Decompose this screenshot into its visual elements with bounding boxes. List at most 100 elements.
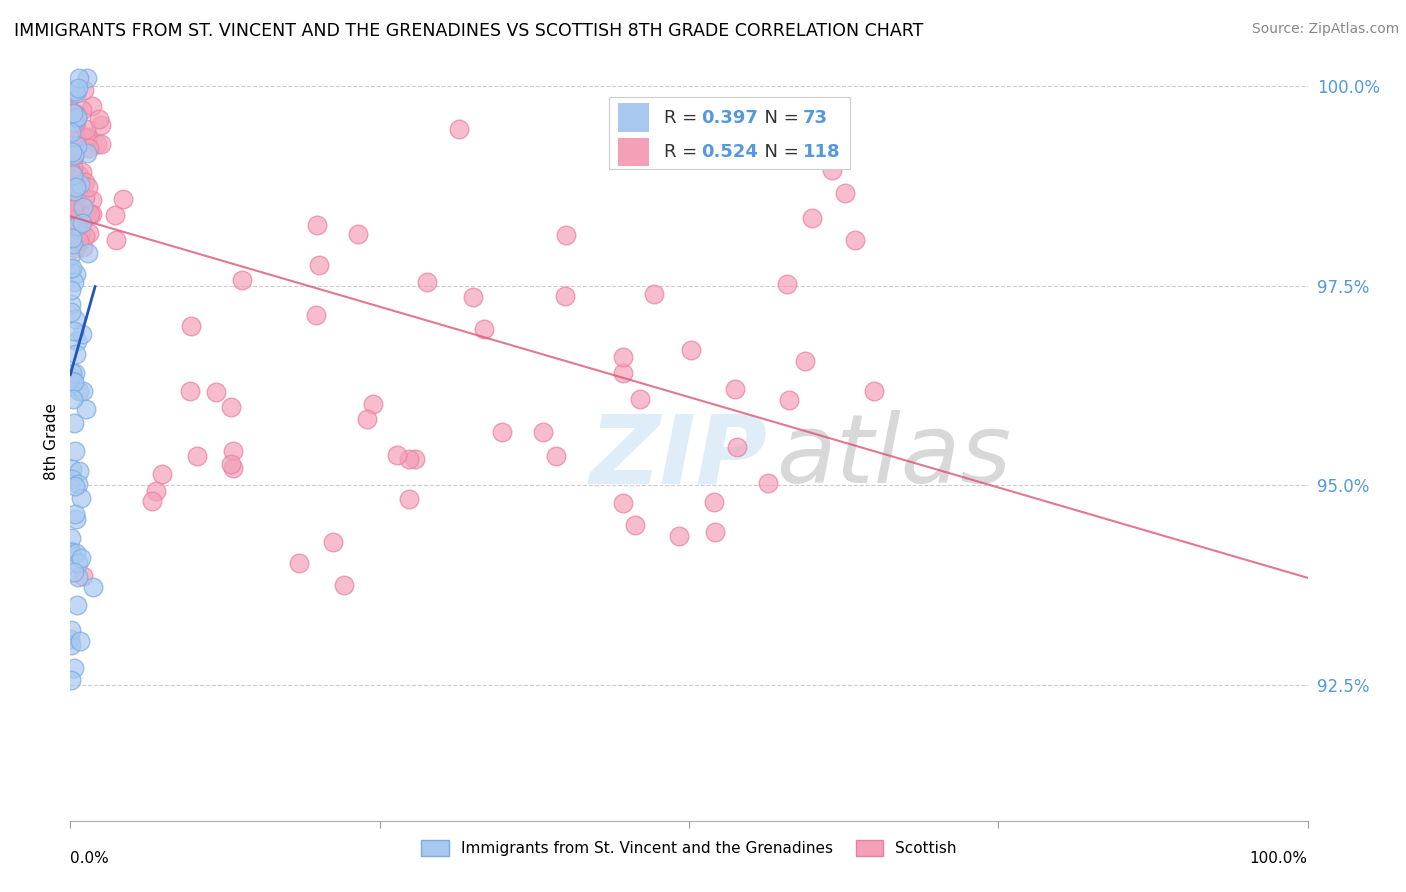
Text: R =: R =	[664, 109, 703, 127]
Point	[63, 116, 86, 130]
Point	[361, 397, 384, 411]
Point	[73, 189, 96, 203]
Point	[59, 379, 82, 393]
Point	[59, 180, 82, 194]
FancyBboxPatch shape	[619, 103, 650, 132]
Point	[60, 297, 83, 311]
Point	[62, 148, 84, 162]
Point	[59, 261, 82, 276]
Point	[60, 462, 83, 476]
Point	[59, 545, 82, 559]
Text: 73: 73	[803, 109, 828, 127]
Point	[385, 448, 408, 462]
Point	[62, 147, 84, 161]
Point	[222, 461, 245, 475]
Point	[67, 71, 90, 86]
Y-axis label: 8th Grade: 8th Grade	[44, 403, 59, 480]
Point	[356, 411, 378, 425]
Point	[65, 180, 87, 194]
Point	[180, 319, 202, 334]
Point	[776, 277, 799, 291]
Point	[66, 199, 89, 213]
Point	[90, 118, 112, 132]
Point	[77, 246, 100, 260]
Point	[66, 110, 89, 124]
Point	[416, 275, 439, 289]
Point	[77, 130, 100, 145]
Point	[612, 496, 634, 510]
Point	[67, 168, 90, 182]
Point	[70, 327, 93, 342]
Point	[305, 308, 328, 322]
Text: IMMIGRANTS FROM ST. VINCENT AND THE GRENADINES VS SCOTTISH 8TH GRADE CORRELATION: IMMIGRANTS FROM ST. VINCENT AND THE GREN…	[14, 22, 924, 40]
Point	[62, 661, 84, 675]
Point	[60, 638, 83, 652]
Point	[62, 376, 84, 390]
Point	[112, 193, 135, 207]
Point	[62, 392, 84, 406]
Point	[65, 112, 87, 126]
Point	[59, 106, 82, 120]
Point	[62, 168, 84, 182]
Point	[67, 234, 90, 248]
Point	[69, 177, 91, 191]
Point	[60, 369, 83, 384]
Point	[205, 385, 228, 400]
Point	[461, 290, 484, 304]
Point	[821, 163, 844, 178]
Legend: Immigrants from St. Vincent and the Grenadines, Scottish: Immigrants from St. Vincent and the Gren…	[415, 834, 963, 863]
Point	[72, 240, 94, 254]
Point	[398, 452, 420, 467]
Point	[65, 186, 87, 200]
Point	[62, 145, 84, 159]
Point	[65, 84, 87, 98]
Point	[834, 186, 856, 200]
Text: 0.0%: 0.0%	[70, 851, 110, 866]
Point	[60, 532, 83, 546]
Point	[65, 174, 87, 188]
Text: N =: N =	[754, 109, 804, 127]
Point	[145, 484, 167, 499]
Point	[150, 467, 173, 481]
Point	[62, 374, 84, 388]
Text: ZIP: ZIP	[591, 410, 768, 503]
Point	[72, 569, 94, 583]
Point	[63, 220, 86, 235]
Point	[59, 203, 82, 218]
Point	[80, 206, 103, 220]
Point	[65, 180, 87, 194]
Point	[67, 556, 90, 570]
Point	[87, 112, 110, 126]
Point	[63, 241, 86, 255]
Point	[67, 212, 90, 227]
Point	[63, 507, 86, 521]
Point	[59, 632, 82, 647]
Point	[322, 535, 344, 549]
Point	[62, 166, 84, 180]
Point	[62, 565, 84, 579]
Point	[65, 86, 87, 100]
Point	[60, 231, 83, 245]
Point	[65, 107, 87, 121]
Point	[65, 545, 87, 559]
Point	[307, 219, 329, 233]
Point	[544, 449, 567, 463]
Point	[104, 208, 127, 222]
Point	[346, 227, 368, 241]
Point	[69, 634, 91, 648]
Point	[73, 83, 96, 97]
Text: 118: 118	[803, 143, 841, 161]
Point	[778, 393, 800, 408]
Point	[179, 384, 201, 399]
Point	[70, 551, 93, 566]
Point	[62, 172, 84, 186]
Point	[75, 402, 97, 417]
Point	[628, 392, 651, 406]
Text: N =: N =	[754, 143, 804, 161]
Point	[186, 449, 208, 463]
Point	[65, 512, 87, 526]
Point	[288, 556, 311, 570]
Point	[474, 322, 496, 336]
Point	[66, 139, 89, 153]
Point	[704, 524, 727, 539]
